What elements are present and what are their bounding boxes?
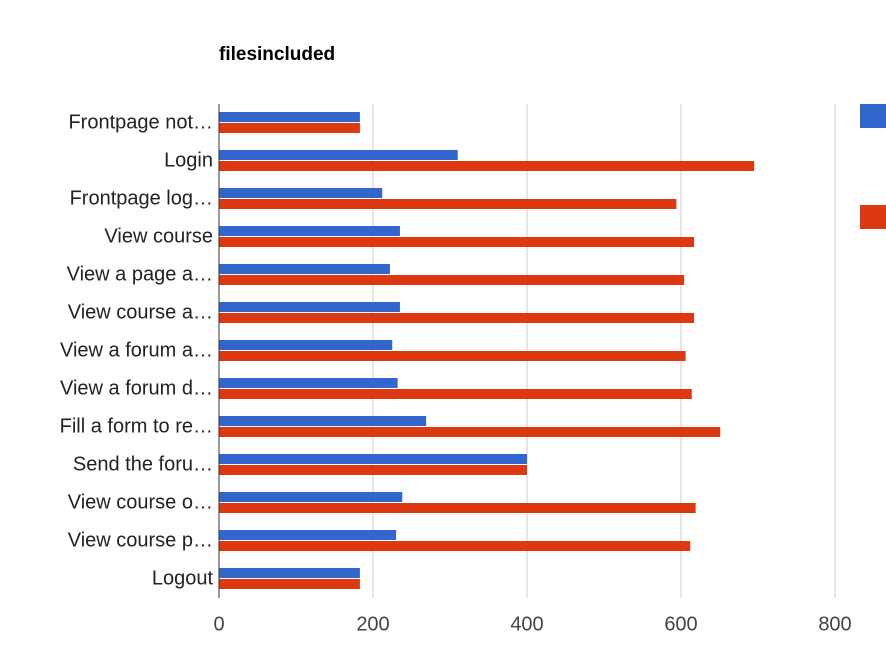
y-tick-label: View course o…: [68, 491, 213, 513]
bar: [219, 389, 692, 399]
y-tick-label: View course p…: [68, 529, 213, 551]
x-tick-label: 600: [664, 613, 697, 635]
y-tick-label: Frontpage log…: [70, 187, 213, 209]
y-tick-label: View course: [104, 225, 213, 247]
y-tick-label: Fill a form to re…: [60, 415, 213, 437]
bar: [219, 161, 755, 171]
bar: [219, 199, 677, 209]
bar: [219, 275, 685, 285]
legend-swatch: [860, 104, 886, 128]
bar: [219, 427, 721, 437]
y-tick-label: Login: [164, 149, 213, 171]
bar: [219, 313, 695, 323]
bar: [219, 150, 458, 160]
chart-title: filesincluded: [219, 44, 335, 65]
x-tick-label: 800: [818, 613, 851, 635]
bar: [219, 416, 427, 426]
x-tick-label: 200: [356, 613, 389, 635]
bar: [219, 530, 397, 540]
bar: [219, 465, 527, 475]
bar: [219, 568, 360, 578]
y-tick-label: View a page a…: [67, 263, 213, 285]
bar: [219, 340, 393, 350]
bar: [219, 237, 695, 247]
bar: [219, 188, 383, 198]
y-tick-label: Logout: [152, 567, 214, 589]
y-tick-label: View a forum d…: [60, 377, 213, 399]
y-tick-label: View course a…: [68, 301, 213, 323]
y-tick-label: View a forum a…: [60, 339, 213, 361]
bar: [219, 123, 360, 133]
y-tick-label: Send the foru…: [73, 453, 213, 475]
bar: [219, 503, 696, 513]
bar: [219, 264, 390, 274]
bar: [219, 492, 403, 502]
bar: [219, 454, 527, 464]
bar: [219, 579, 360, 589]
x-tick-label: 0: [213, 613, 224, 635]
legend-swatch: [860, 205, 886, 229]
bar: [219, 378, 398, 388]
y-tick-label: Frontpage not…: [68, 111, 213, 133]
bar: [219, 351, 686, 361]
bar: [219, 302, 400, 312]
x-tick-label: 400: [510, 613, 543, 635]
bar: [219, 226, 400, 236]
bar: [219, 112, 360, 122]
bar: [219, 541, 691, 551]
